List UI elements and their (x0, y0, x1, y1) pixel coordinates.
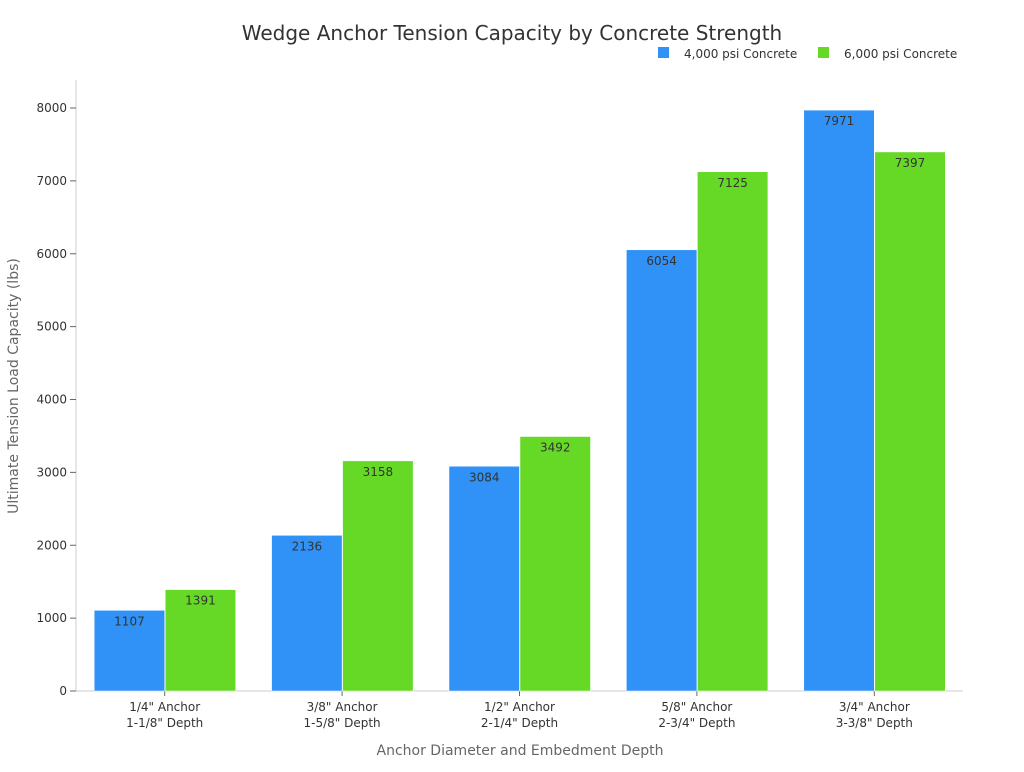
data-label: 7397 (895, 156, 926, 170)
bar (697, 171, 769, 692)
x-tick-label: 3/4" Anchor (839, 700, 910, 714)
data-label: 1391 (185, 594, 216, 608)
bar (874, 151, 946, 692)
bar (519, 436, 591, 692)
bar (342, 460, 414, 692)
y-axis-label: Ultimate Tension Load Capacity (lbs) (6, 258, 22, 514)
data-label: 6054 (646, 254, 677, 268)
legend-label: 4,000 psi Concrete (684, 47, 797, 61)
x-tick-label: 2-3/4" Depth (658, 716, 735, 730)
data-label: 7971 (824, 114, 855, 128)
data-label: 3492 (540, 441, 571, 455)
y-tick-label: 7000 (36, 174, 67, 188)
y-tick-label: 4000 (36, 393, 67, 407)
data-label: 3084 (469, 470, 500, 484)
y-tick-label: 6000 (36, 247, 67, 261)
y-tick-label: 2000 (36, 538, 67, 552)
y-tick-label: 8000 (36, 101, 67, 115)
x-tick-label: 5/8" Anchor (661, 700, 732, 714)
x-tick-label: 3-3/8" Depth (836, 716, 913, 730)
bar (803, 109, 875, 692)
legend-swatch (818, 47, 829, 58)
legend-swatch (658, 47, 669, 58)
x-tick-label: 1-1/8" Depth (126, 716, 203, 730)
data-label: 2136 (292, 539, 323, 553)
bar (93, 610, 165, 692)
y-tick-label: 0 (59, 684, 67, 698)
bar (626, 249, 698, 692)
data-label: 7125 (717, 176, 748, 190)
x-tick-label: 1/2" Anchor (484, 700, 555, 714)
x-tick-label: 1/4" Anchor (129, 700, 200, 714)
y-tick-label: 5000 (36, 320, 67, 334)
y-tick-label: 3000 (36, 465, 67, 479)
bar (448, 466, 520, 692)
bar (271, 535, 343, 692)
x-tick-label: 2-1/4" Depth (481, 716, 558, 730)
data-label: 1107 (114, 614, 145, 628)
legend-label: 6,000 psi Concrete (844, 47, 957, 61)
x-tick-label: 3/8" Anchor (307, 700, 378, 714)
bar (164, 589, 236, 692)
y-tick-label: 1000 (36, 611, 67, 625)
x-tick-label: 1-5/8" Depth (304, 716, 381, 730)
x-axis-label: Anchor Diameter and Embedment Depth (377, 743, 664, 759)
chart-title: Wedge Anchor Tension Capacity by Concret… (242, 21, 782, 45)
data-label: 3158 (363, 465, 394, 479)
